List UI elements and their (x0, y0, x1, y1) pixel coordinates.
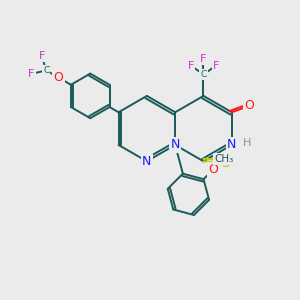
Text: O: O (54, 71, 64, 84)
Text: CH₃: CH₃ (214, 154, 233, 164)
Text: C: C (200, 70, 207, 79)
Text: C: C (43, 66, 50, 75)
Text: H: H (243, 138, 251, 148)
Text: N: N (142, 155, 152, 168)
Text: F: F (213, 61, 219, 70)
Text: S: S (221, 156, 230, 170)
Text: F: F (188, 61, 194, 70)
Text: N: N (170, 138, 180, 152)
Text: N: N (227, 138, 236, 152)
Text: O: O (208, 163, 218, 176)
Text: O: O (245, 99, 255, 112)
Text: F: F (38, 51, 45, 61)
Text: F: F (28, 69, 34, 79)
Text: F: F (200, 54, 207, 64)
